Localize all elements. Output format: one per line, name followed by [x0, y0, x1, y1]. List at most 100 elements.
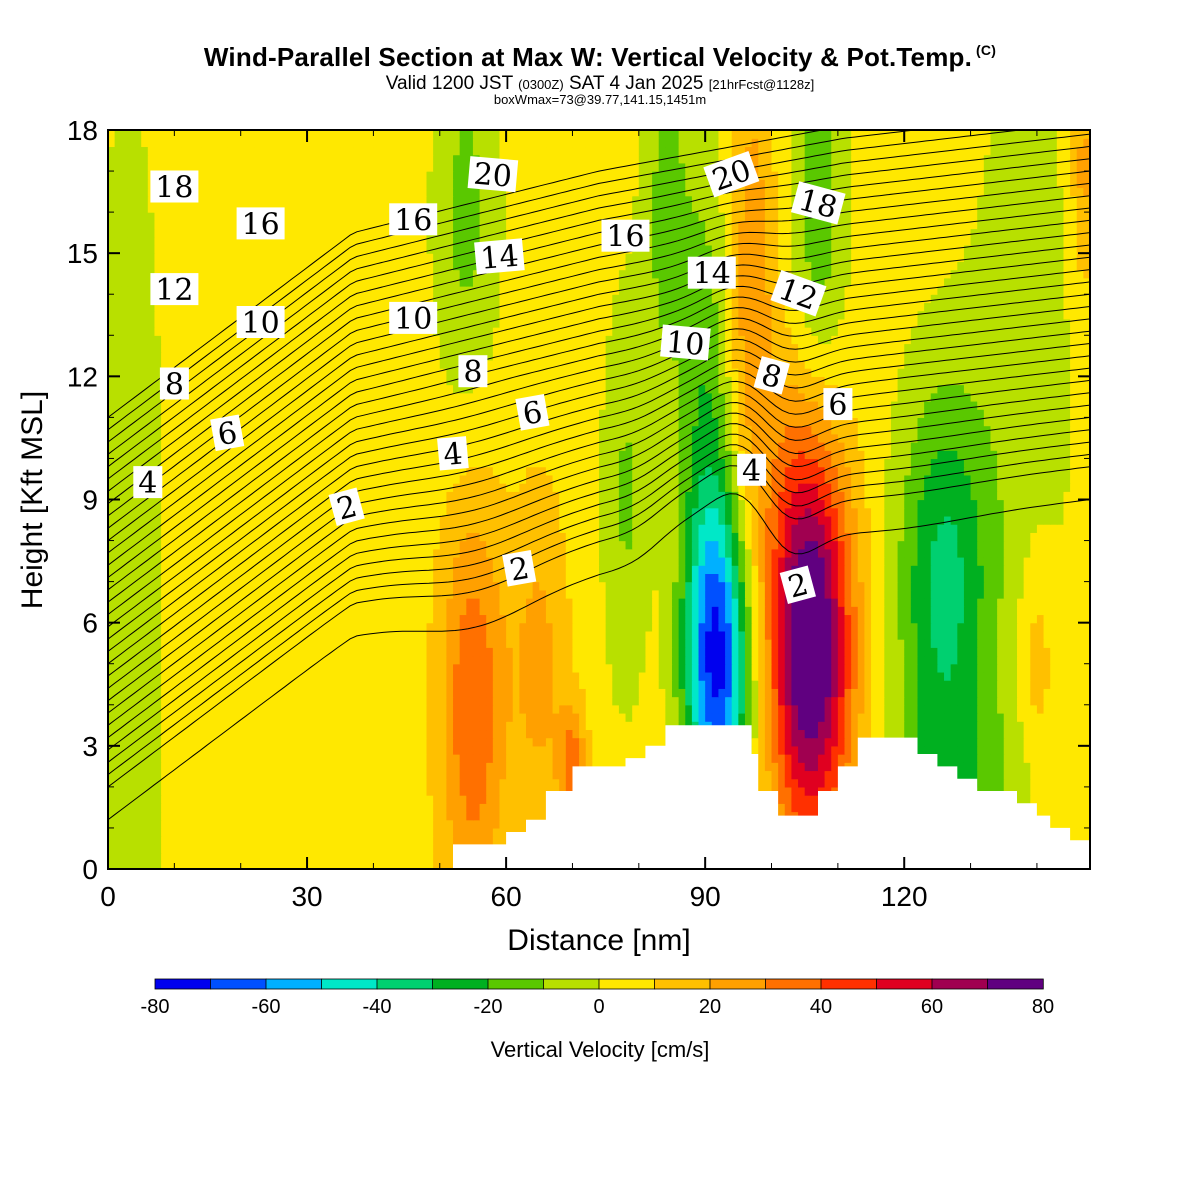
- velocity-cell: [459, 737, 467, 747]
- velocity-cell: [944, 622, 952, 632]
- velocity-cell: [353, 762, 361, 772]
- velocity-cell: [253, 696, 262, 706]
- velocity-cell: [565, 737, 574, 747]
- velocity-cell: [592, 614, 600, 624]
- velocity-cell: [180, 827, 189, 837]
- velocity-cell: [108, 655, 116, 665]
- velocity-cell: [1070, 704, 1078, 714]
- velocity-cell: [134, 754, 142, 763]
- velocity-cell: [386, 811, 394, 821]
- velocity-cell: [127, 754, 136, 763]
- velocity-cell: [618, 598, 627, 607]
- velocity-cell: [705, 589, 713, 599]
- velocity-cell: [472, 819, 481, 829]
- velocity-cell: [346, 852, 355, 862]
- velocity-cell: [240, 622, 248, 632]
- velocity-cell: [877, 721, 885, 731]
- velocity-cell: [632, 696, 640, 706]
- velocity-cell: [108, 827, 116, 837]
- velocity-cell: [380, 647, 388, 657]
- velocity-cell: [346, 704, 355, 714]
- velocity-cell: [1017, 655, 1025, 665]
- velocity-cell: [207, 811, 215, 821]
- velocity-cell: [678, 680, 686, 689]
- velocity-cell: [857, 712, 866, 722]
- velocity-cell: [791, 737, 799, 747]
- velocity-cell: [612, 589, 620, 599]
- velocity-cell: [957, 663, 965, 673]
- velocity-cell: [227, 754, 235, 763]
- velocity-cell: [924, 745, 932, 755]
- velocity-cell: [207, 844, 215, 854]
- velocity-cell: [698, 680, 706, 689]
- velocity-cell: [685, 647, 693, 657]
- velocity-cell: [519, 721, 527, 731]
- velocity-cell: [114, 680, 122, 689]
- velocity-cell: [983, 737, 992, 747]
- velocity-cell: [864, 622, 872, 632]
- velocity-cell: [307, 762, 315, 772]
- velocity-cell: [977, 614, 985, 624]
- velocity-cell: [1056, 778, 1065, 788]
- velocity-cell: [1043, 754, 1051, 763]
- velocity-cell: [671, 598, 680, 607]
- velocity-cell: [141, 655, 149, 665]
- velocity-cell: [108, 704, 116, 714]
- velocity-cell: [108, 639, 116, 648]
- velocity-cell: [439, 836, 447, 845]
- velocity-cell: [990, 704, 998, 714]
- velocity-cell: [917, 639, 925, 648]
- velocity-cell: [512, 786, 520, 796]
- velocity-cell: [851, 614, 859, 624]
- velocity-cell: [758, 671, 766, 681]
- velocity-cell: [439, 639, 447, 648]
- velocity-cell: [579, 630, 587, 640]
- velocity-cell: [446, 811, 454, 821]
- velocity-cell: [837, 712, 846, 722]
- velocity-cell: [366, 663, 375, 673]
- velocity-cell: [419, 819, 428, 829]
- velocity-cell: [572, 630, 580, 640]
- velocity-cell: [280, 704, 288, 714]
- velocity-cell: [605, 754, 613, 763]
- velocity-cell: [114, 622, 122, 632]
- velocity-cell: [466, 671, 474, 681]
- velocity-cell: [419, 614, 428, 624]
- velocity-cell: [645, 622, 653, 632]
- velocity-cell: [320, 721, 328, 731]
- velocity-cell: [817, 688, 826, 698]
- velocity-cell: [1050, 639, 1058, 648]
- velocity-cell: [399, 712, 408, 722]
- velocity-cell: [459, 770, 467, 780]
- velocity-cell: [459, 696, 467, 706]
- velocity-cell: [360, 754, 368, 763]
- velocity-cell: [433, 721, 441, 731]
- velocity-cell: [1023, 671, 1031, 681]
- velocity-cell: [453, 762, 461, 772]
- velocity-cell: [366, 622, 375, 632]
- velocity-cell: [990, 729, 998, 739]
- velocity-cell: [784, 778, 793, 788]
- velocity-cell: [492, 663, 501, 673]
- velocity-cell: [127, 688, 136, 698]
- velocity-cell: [552, 655, 560, 665]
- velocity-cell: [472, 778, 481, 788]
- velocity-cell: [340, 803, 348, 813]
- velocity-cell: [293, 770, 302, 780]
- velocity-cell: [930, 622, 938, 632]
- velocity-cell: [983, 655, 992, 665]
- velocity-cell: [134, 860, 142, 869]
- velocity-cell: [147, 622, 156, 632]
- velocity-cell: [917, 614, 925, 624]
- velocity-cell: [625, 680, 633, 689]
- velocity-cell: [552, 606, 560, 616]
- velocity-cell: [240, 827, 248, 837]
- velocity-cell: [784, 663, 793, 673]
- velocity-cell: [963, 606, 972, 616]
- velocity-cell: [300, 836, 308, 845]
- velocity-cell: [963, 614, 972, 624]
- velocity-cell: [944, 688, 952, 698]
- velocity-cell: [426, 647, 434, 657]
- velocity-cell: [360, 836, 368, 845]
- velocity-cell: [837, 704, 846, 714]
